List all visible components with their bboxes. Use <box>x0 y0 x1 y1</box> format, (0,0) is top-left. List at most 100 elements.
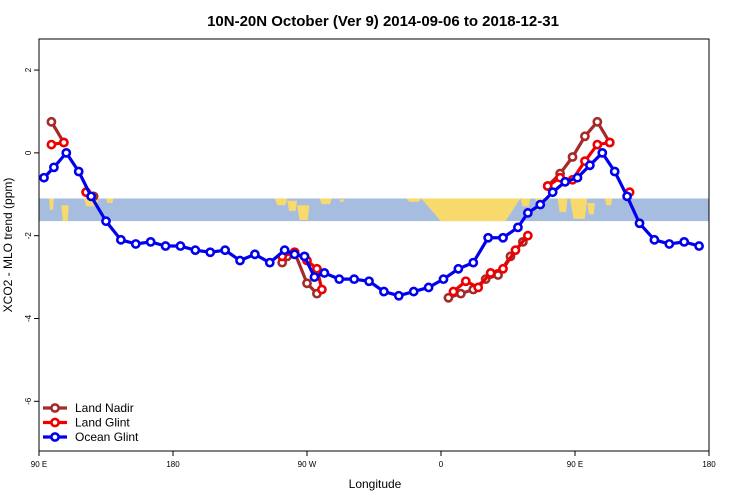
data-point <box>423 282 434 293</box>
data-point <box>302 278 312 289</box>
data-point <box>46 139 57 150</box>
data-point <box>101 216 111 227</box>
map-band <box>39 198 709 222</box>
y-tick-label: -2 <box>24 232 33 240</box>
data-point <box>279 245 290 256</box>
data-point <box>547 187 558 198</box>
data-point <box>513 222 523 233</box>
data-point <box>498 232 508 243</box>
data-point <box>597 147 608 158</box>
map-land-11 <box>520 198 531 207</box>
data-point <box>468 257 479 268</box>
map-land-16 <box>604 198 613 206</box>
data-point <box>485 268 496 278</box>
data-point <box>48 162 59 173</box>
data-point <box>289 249 300 260</box>
series-ocean-glint <box>39 147 704 301</box>
chart-title: 10N-20N October (Ver 9) 2014-09-06 to 20… <box>207 13 559 30</box>
map-land-3 <box>106 198 114 203</box>
data-point <box>58 137 69 148</box>
data-point <box>312 263 322 274</box>
data-point <box>393 290 404 301</box>
x-axis: 90 E 180 90 W 0 90 E 180 <box>31 451 716 469</box>
data-point <box>73 166 84 177</box>
map-land-10 <box>421 198 521 222</box>
data-point <box>205 247 216 258</box>
map-land-8 <box>339 199 345 202</box>
map-land-0 <box>48 198 54 210</box>
map-land-4 <box>274 198 288 206</box>
map-land-7 <box>319 198 332 205</box>
map-land-5 <box>287 200 298 211</box>
y-axis: 2 0 -2 -4 -6 <box>24 67 39 405</box>
map-land-1 <box>61 205 69 222</box>
x-tick-label: 180 <box>166 460 180 469</box>
map-land-15 <box>587 202 595 215</box>
map-land-14 <box>570 198 588 219</box>
data-point <box>443 292 454 303</box>
data-point <box>309 272 320 282</box>
x-tick-label: 90 E <box>567 460 583 469</box>
data-point <box>175 241 186 251</box>
data-point <box>604 137 615 148</box>
data-point <box>115 234 126 245</box>
y-tick-label: -6 <box>24 397 33 405</box>
data-point <box>379 286 389 297</box>
data-point <box>160 241 171 251</box>
series-layer <box>39 116 704 303</box>
data-point <box>39 172 49 183</box>
data-point <box>592 139 603 150</box>
data-point <box>567 152 578 162</box>
data-point <box>235 255 245 266</box>
data-point <box>408 286 419 297</box>
data-point <box>473 282 484 293</box>
data-point <box>455 288 466 299</box>
data-point <box>364 276 374 287</box>
data-point <box>522 230 533 241</box>
data-point <box>649 234 660 245</box>
map-land-6 <box>297 205 310 221</box>
y-tick-label: 2 <box>24 67 33 72</box>
legend-marker <box>50 403 60 413</box>
data-point <box>522 208 533 218</box>
data-point <box>580 131 590 142</box>
y-axis-label: XCO2 - MLO trend (ppm) <box>1 178 15 313</box>
data-point <box>249 249 260 260</box>
data-point <box>498 263 508 274</box>
data-point <box>542 181 553 191</box>
data-point <box>664 239 675 249</box>
data-point <box>609 166 620 177</box>
y-tick-label: -4 <box>24 314 33 322</box>
data-point <box>592 116 603 127</box>
data-point <box>86 191 97 202</box>
legend-marker <box>50 417 60 428</box>
data-point <box>510 245 521 256</box>
x-tick-label: 0 <box>439 460 444 469</box>
data-point <box>46 116 57 127</box>
data-point <box>61 147 72 158</box>
y-tick-label: 0 <box>24 150 33 155</box>
data-point <box>299 251 310 262</box>
plot-frame <box>38 38 710 452</box>
data-point <box>316 284 327 295</box>
data-point <box>622 191 633 202</box>
data-point <box>453 263 464 274</box>
data-point <box>572 172 583 183</box>
x-tick-label: 180 <box>702 460 716 469</box>
legend-label: Land Glint <box>75 416 130 430</box>
data-point <box>334 274 345 285</box>
data-point <box>264 257 275 268</box>
data-point <box>448 286 459 297</box>
data-point <box>535 199 546 210</box>
data-point <box>560 176 570 187</box>
legend-label: Ocean Glint <box>75 430 139 444</box>
map-land-9 <box>406 198 422 202</box>
data-point <box>460 276 471 287</box>
data-point <box>349 274 360 285</box>
legend-label: Land Nadir <box>75 401 134 415</box>
data-point <box>584 160 595 171</box>
x-axis-label: Longitude <box>349 477 402 491</box>
x-tick-label: 90 W <box>298 460 317 469</box>
